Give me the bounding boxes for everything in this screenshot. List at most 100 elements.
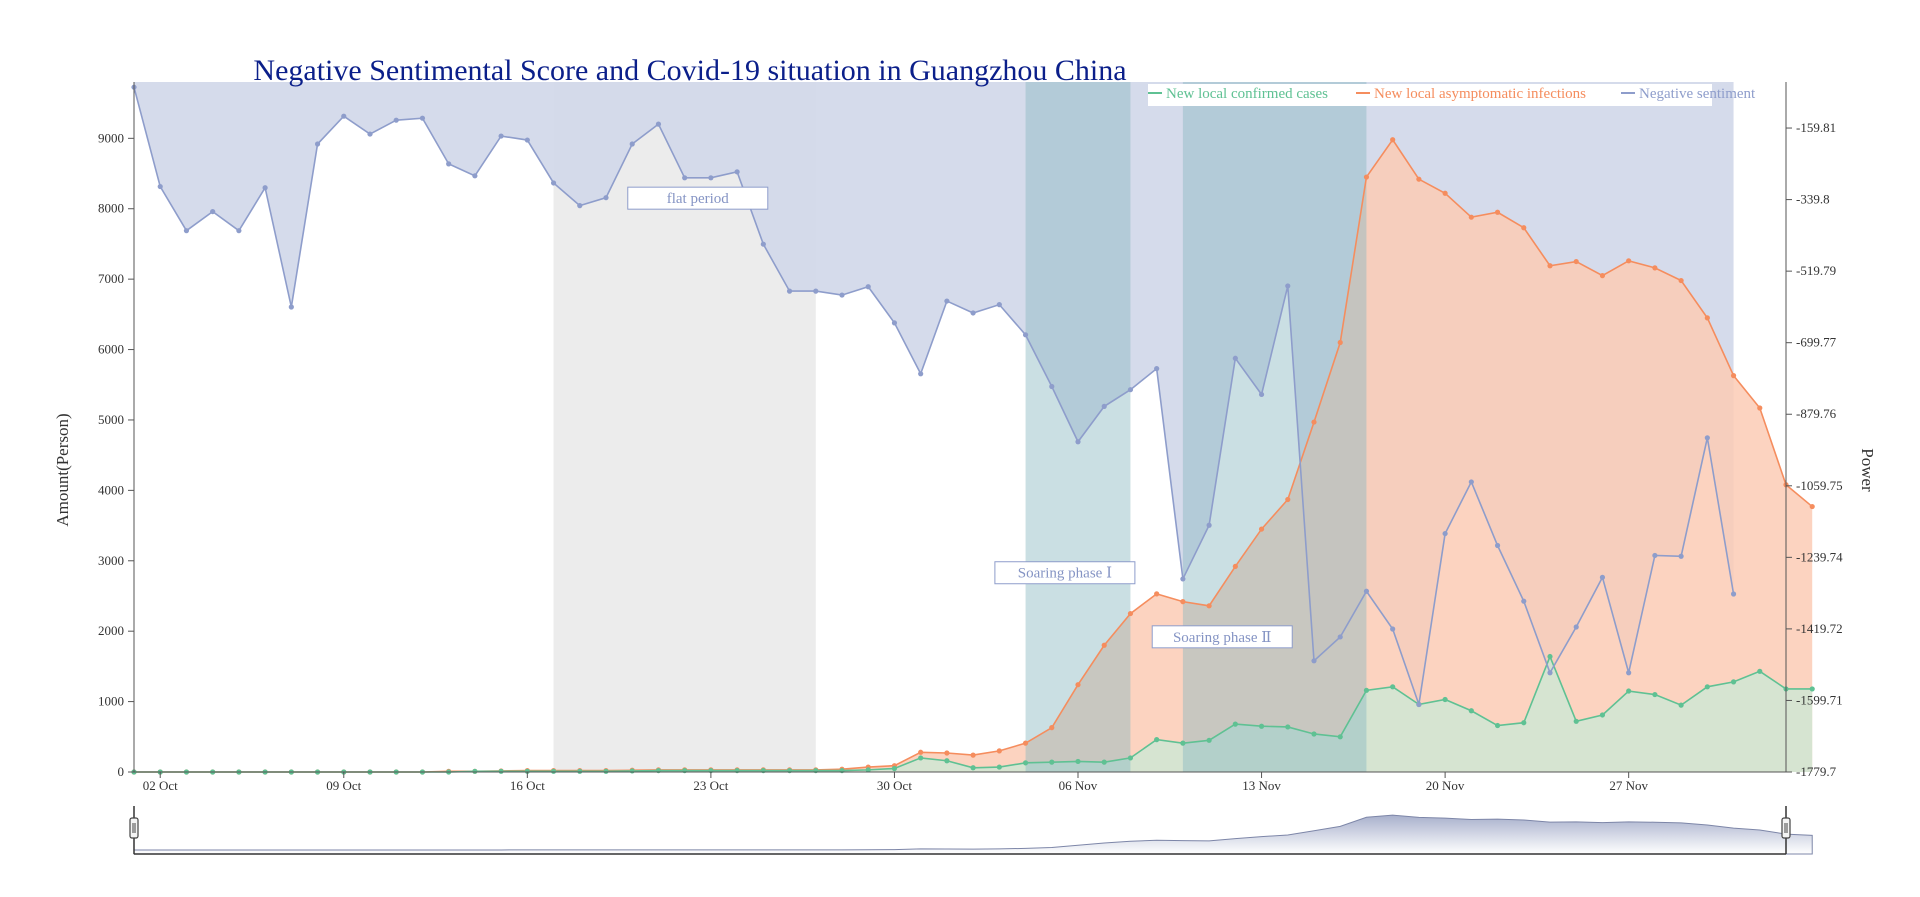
negative-sentiment-point xyxy=(603,195,609,201)
asymptomatic-point xyxy=(1652,265,1658,271)
confirmed-point xyxy=(996,764,1002,770)
confirmed-point xyxy=(1442,696,1448,703)
annotations: flat period Soaring phase Ⅰ Soaring phase … xyxy=(627,186,1293,649)
negative-sentiment-point xyxy=(1416,701,1422,708)
confirmed-fill xyxy=(134,656,1813,772)
annotation-frame xyxy=(627,186,769,210)
y-tick-label: 1000 xyxy=(98,694,124,709)
confirmed-point xyxy=(1599,712,1606,718)
x-tick-label: 16 Oct xyxy=(510,778,545,793)
confirmed-point xyxy=(1311,731,1317,737)
asymptomatic-point xyxy=(1757,405,1763,411)
confirmed-point xyxy=(1494,722,1501,729)
x-tick-label: 30 Oct xyxy=(877,778,912,793)
confirmed-point xyxy=(1547,653,1553,660)
asymptomatic-point xyxy=(1075,682,1081,688)
legend-label: New local confirmed cases xyxy=(1166,86,1328,102)
confirmed-point xyxy=(865,767,871,773)
y-tick-label: 8000 xyxy=(98,201,124,216)
annotation-box: Soaring phase Ⅱ xyxy=(1151,625,1293,649)
negative-sentiment-point xyxy=(1442,530,1448,537)
negative-sentiment-point xyxy=(1022,332,1029,338)
legend-item-3[interactable]: Negative sentiment xyxy=(1621,86,1756,102)
negative-sentiment-point xyxy=(1154,366,1160,372)
asymptomatic-point xyxy=(970,752,976,758)
negative-sentiment-point xyxy=(1337,634,1343,640)
negative-sentiment-point xyxy=(1311,658,1317,664)
negative-sentiment-point xyxy=(1626,670,1632,676)
negative-sentiment-point xyxy=(1049,383,1055,390)
confirmed-point xyxy=(1468,708,1474,714)
chart-title: Negative Sentimental Score and Covid-19 … xyxy=(253,54,1126,87)
asymptomatic-point xyxy=(1626,258,1632,264)
y2-tick-label: -879.76 xyxy=(1796,406,1837,421)
asymptomatic-point xyxy=(1049,725,1055,731)
soaring-phase-band-2 xyxy=(1182,82,1367,772)
y-axis-title: Amount(Person) xyxy=(53,413,72,526)
negative-sentiment-point xyxy=(708,175,714,181)
negative-sentiment-point xyxy=(682,175,688,181)
asymptomatic-point xyxy=(1337,339,1343,346)
confirmed-point xyxy=(1704,684,1710,690)
y2-tick-label: -1779.7 xyxy=(1796,764,1837,779)
annotation-frame xyxy=(994,561,1136,585)
legend-item-2[interactable]: New local asymptomatic infections xyxy=(1356,86,1586,102)
asymptomatic-point xyxy=(1258,526,1265,532)
negative-sentiment-line xyxy=(133,86,1735,705)
negative-sentiment-point xyxy=(1285,283,1291,289)
negative-sentiment-point xyxy=(1652,552,1658,559)
confirmed-point xyxy=(1337,734,1343,740)
legend[interactable]: New local confirmed cases New local asymp… xyxy=(1148,84,1756,106)
x-tick-label: 06 Nov xyxy=(1059,778,1098,793)
asymptomatic-point xyxy=(1809,503,1815,510)
negative-sentiment-point xyxy=(1573,624,1579,630)
negative-sentiment-point xyxy=(760,241,766,247)
negative-sentiment-point xyxy=(288,304,294,310)
negative-sentiment-point xyxy=(1468,479,1474,485)
asymptomatic-point xyxy=(1442,190,1448,196)
negative-sentiment-point xyxy=(341,113,347,119)
negative-sentiment-point xyxy=(1390,626,1396,632)
y-tick-label: 5000 xyxy=(98,412,124,427)
asymptomatic-point xyxy=(1468,214,1474,220)
annotation-frame xyxy=(1151,625,1293,649)
confirmed-point xyxy=(629,768,635,774)
confirmed-point xyxy=(1075,758,1081,765)
negative-sentiment-point xyxy=(577,203,583,209)
confirmed-point xyxy=(891,765,898,772)
negative-sentiment-point xyxy=(1521,598,1527,604)
y-tick-label: 6000 xyxy=(98,342,124,357)
navigator-right-handle[interactable] xyxy=(1781,817,1791,839)
x-tick-label: 20 Nov xyxy=(1426,778,1465,793)
negative-sentiment-point xyxy=(1547,670,1553,676)
x-tick-label: 13 Nov xyxy=(1242,778,1281,793)
asymptomatic-point xyxy=(1363,174,1370,180)
confirmed-point xyxy=(944,758,950,764)
confirmed-point xyxy=(1809,686,1815,692)
asymptomatic-point xyxy=(1704,315,1710,321)
x-tick-label: 02 Oct xyxy=(143,778,178,793)
confirmed-point xyxy=(1285,724,1291,730)
navigator-left-handle[interactable] xyxy=(129,817,139,839)
annotation-label: Soaring phase Ⅰ xyxy=(1018,566,1112,582)
y2-tick-label: -159.81 xyxy=(1796,120,1836,135)
negative-sentiment-point xyxy=(1678,553,1684,559)
confirmed-point xyxy=(577,768,583,774)
confirmed-point xyxy=(1232,721,1238,727)
range-navigator[interactable] xyxy=(129,806,1813,855)
asymptomatic-point xyxy=(1127,610,1134,617)
confirmed-point xyxy=(1363,687,1370,693)
asymptomatic-point xyxy=(1311,419,1317,425)
soaring-phase-bands xyxy=(1025,82,1367,772)
negative-sentiment-point xyxy=(524,137,530,143)
asymptomatic-point xyxy=(1521,225,1527,231)
negative-sentiment-point xyxy=(236,228,242,234)
negative-sentiment-point xyxy=(419,115,426,121)
annotation-box: Soaring phase Ⅰ xyxy=(994,561,1136,585)
confirmed-point xyxy=(1678,702,1684,708)
annotation-label: flat period xyxy=(667,191,730,207)
negative-sentiment-point xyxy=(210,208,216,215)
legend-item-1[interactable]: New local confirmed cases xyxy=(1148,86,1328,102)
asymptomatic-point xyxy=(1416,176,1422,182)
